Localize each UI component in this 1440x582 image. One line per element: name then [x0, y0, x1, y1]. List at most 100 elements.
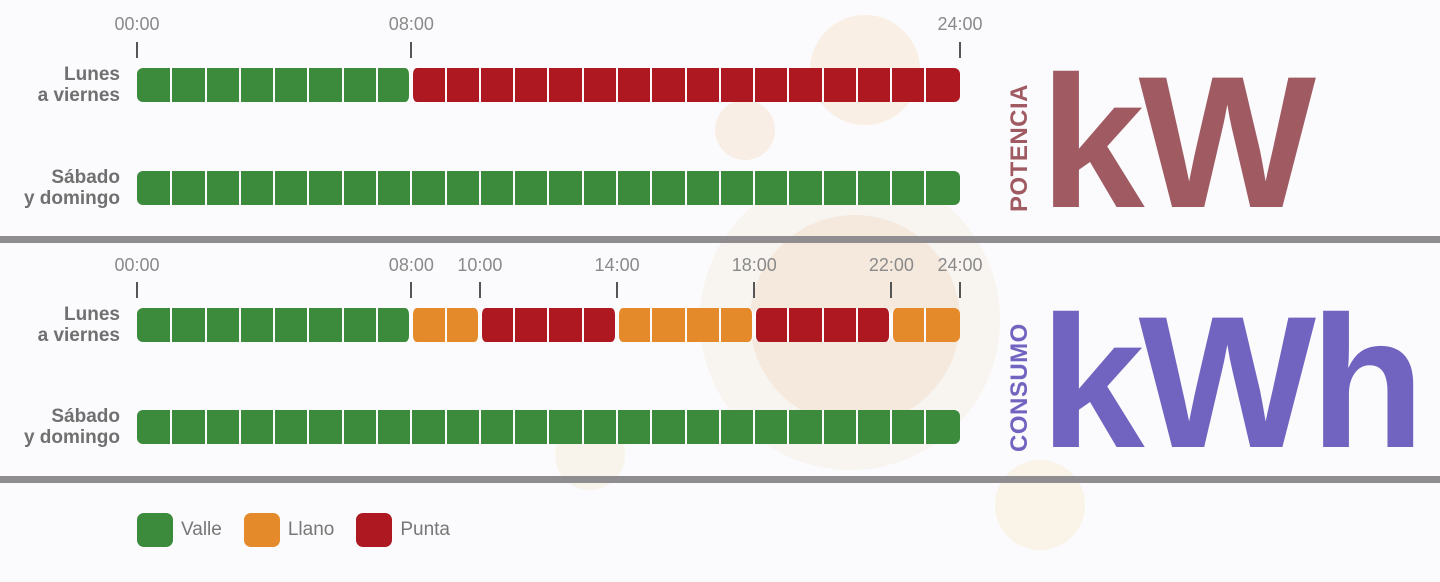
- hour-segment-valle: [308, 410, 343, 444]
- tick-label: 24:00: [937, 14, 983, 34]
- hour-segment-valle: [171, 308, 206, 342]
- hour-segment-punta: [891, 68, 926, 102]
- row-label-line: Lunes: [64, 304, 120, 325]
- hour-segment-punta: [479, 68, 515, 102]
- tick-mark: [616, 282, 619, 298]
- legend-item-llano: Llano: [243, 513, 335, 547]
- hour-segment-valle: [754, 171, 789, 205]
- hour-segment-llano: [651, 308, 686, 342]
- hour-segment-valle: [171, 410, 206, 444]
- row-label-line: y domingo: [23, 427, 120, 448]
- hour-segment-valle: [239, 68, 275, 102]
- consumo-side-label: CONSUMO: [1006, 323, 1033, 452]
- hour-segment-punta: [822, 68, 857, 102]
- tick-label: 22:00: [868, 255, 914, 275]
- hour-segment-punta: [548, 68, 583, 102]
- hour-segment-punta: [479, 308, 515, 342]
- legend-label: Llano: [287, 519, 335, 540]
- tick-label: 00:00: [114, 14, 160, 34]
- hour-segment-punta: [514, 308, 549, 342]
- hour-segment-valle: [205, 410, 240, 444]
- legend-item-valle: Valle: [137, 513, 222, 547]
- hour-segment-punta: [411, 68, 446, 102]
- hour-segment-llano: [719, 308, 755, 342]
- legend-swatch: [137, 513, 173, 547]
- tick-mark: [410, 42, 413, 58]
- consumo-weekday-bar: [137, 308, 960, 342]
- hour-segment-valle: [616, 171, 652, 205]
- hour-segment-valle: [514, 410, 549, 444]
- background-decoration: [715, 100, 775, 160]
- section-divider: [0, 236, 1440, 243]
- hour-segment-valle: [822, 410, 857, 444]
- potencia-weekend-bar: [137, 171, 960, 205]
- hour-segment-valle: [822, 171, 857, 205]
- tick-label: 10:00: [457, 255, 503, 275]
- hour-segment-valle: [479, 410, 515, 444]
- hour-segment-valle: [891, 171, 926, 205]
- hour-segment-valle: [788, 171, 823, 205]
- hour-segment-valle: [616, 410, 652, 444]
- hour-segment-valle: [137, 171, 172, 205]
- legend-label: Valle: [181, 519, 222, 540]
- hour-segment-punta: [616, 68, 652, 102]
- legend-label: Punta: [400, 519, 450, 540]
- hour-segment-valle: [274, 68, 309, 102]
- hour-segment-valle: [137, 308, 172, 342]
- tick-label: 24:00: [937, 255, 983, 275]
- hour-segment-llano: [685, 308, 720, 342]
- tick-mark: [959, 282, 961, 298]
- potencia-weekday-bar: [137, 68, 960, 102]
- row-label-line: a viernes: [37, 85, 120, 106]
- hour-segment-valle: [548, 171, 583, 205]
- tick-label: 14:00: [594, 255, 640, 275]
- hour-segment-valle: [651, 410, 686, 444]
- hour-segment-punta: [685, 68, 720, 102]
- hour-segment-punta: [754, 68, 789, 102]
- tick-label: 18:00: [731, 255, 777, 275]
- hour-segment-valle: [479, 171, 515, 205]
- hour-segment-punta: [582, 68, 617, 102]
- legend: Valle Llano Punta: [137, 513, 472, 547]
- consumo-weekend-bar: [137, 410, 960, 444]
- hour-segment-llano: [445, 308, 480, 342]
- hour-segment-valle: [411, 171, 446, 205]
- tick-mark: [890, 282, 893, 298]
- potencia-unit: kW: [1040, 37, 1316, 247]
- hour-segment-valle: [137, 68, 172, 102]
- hour-segment-valle: [239, 171, 275, 205]
- legend-item-punta: Punta: [356, 513, 450, 547]
- hour-segment-valle: [205, 171, 240, 205]
- hour-segment-llano: [616, 308, 652, 342]
- tick-mark: [478, 282, 481, 298]
- hour-segment-valle: [274, 171, 309, 205]
- tick-mark: [410, 282, 413, 298]
- tick-mark: [959, 42, 961, 58]
- hour-segment-punta: [925, 68, 960, 102]
- hour-segment-valle: [308, 68, 343, 102]
- hour-segment-valle: [411, 410, 446, 444]
- hour-segment-valle: [788, 410, 823, 444]
- hour-segment-valle: [308, 171, 343, 205]
- row-label-line: Sábado: [51, 406, 120, 427]
- tick-mark: [753, 282, 756, 298]
- hour-segment-punta: [548, 308, 583, 342]
- consumo-unit: kWh: [1040, 277, 1425, 487]
- hour-segment-valle: [925, 410, 960, 444]
- hour-segment-valle: [856, 410, 892, 444]
- hour-segment-valle: [376, 410, 412, 444]
- hour-segment-llano: [925, 308, 960, 342]
- row-label-line: y domingo: [23, 188, 120, 209]
- legend-swatch: [356, 513, 393, 547]
- row-label-line: Sábado: [51, 167, 120, 188]
- hour-segment-punta: [445, 68, 480, 102]
- hour-segment-valle: [514, 171, 549, 205]
- hour-segment-valle: [274, 410, 309, 444]
- row-label-line: Lunes: [64, 64, 120, 85]
- hour-segment-valle: [274, 308, 309, 342]
- hour-segment-valle: [376, 308, 412, 342]
- hour-segment-punta: [651, 68, 686, 102]
- hour-segment-punta: [719, 68, 755, 102]
- tick-mark: [136, 42, 138, 58]
- hour-segment-valle: [376, 68, 412, 102]
